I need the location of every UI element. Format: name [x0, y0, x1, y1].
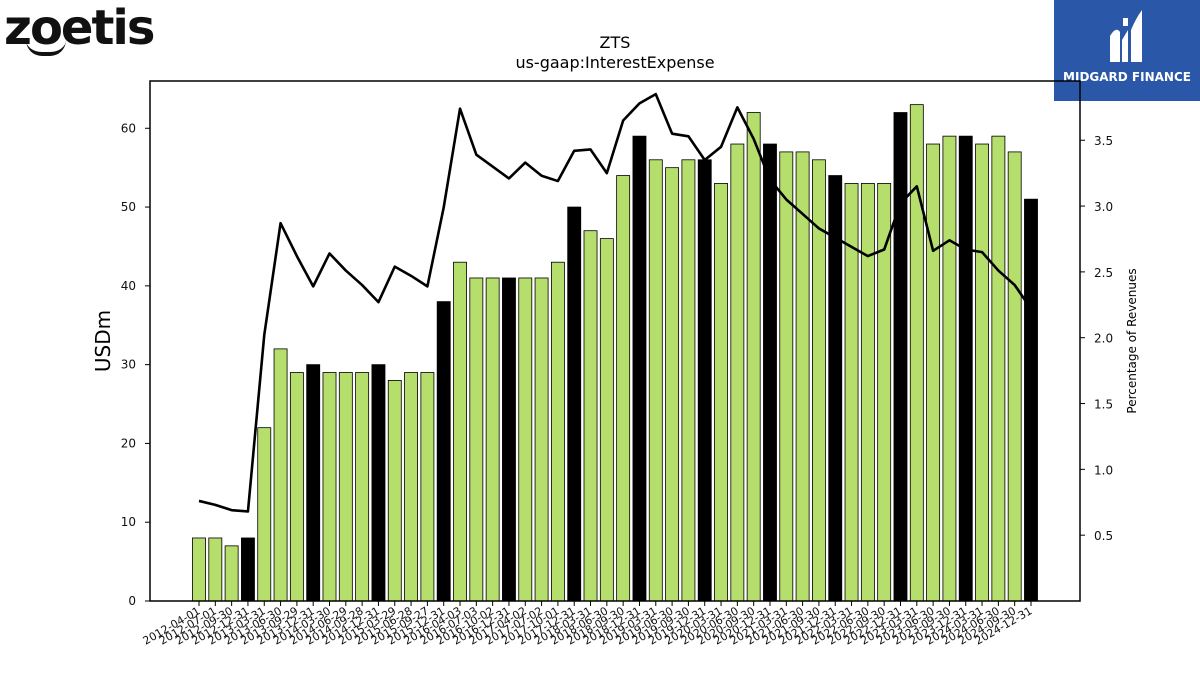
- y2-axis-label: Percentage of Revenues: [1125, 268, 1139, 413]
- y-tick-label: 40: [121, 279, 136, 293]
- bars-group: [192, 104, 1038, 602]
- bar-2024-06-30: [991, 135, 1006, 602]
- plot-frame: [149, 80, 1081, 602]
- bar-2013-06-30: [273, 348, 288, 602]
- bar-2016-10-02: [485, 277, 500, 602]
- bar-2024-12-31: [1024, 198, 1038, 602]
- bar-2012-04-01: [192, 537, 206, 602]
- bar-2017-04-02: [518, 277, 533, 602]
- x-axis-ticks: 2012-04-012012-07-012012-09-302012-12-31…: [141, 601, 1035, 648]
- bar-2020-06-30: [730, 143, 745, 602]
- y2-tick-label: 3.0: [1094, 200, 1113, 214]
- bar-2023-03-31: [909, 104, 924, 602]
- bar-2014-03-30: [322, 372, 337, 602]
- bar-2015-09-27: [420, 372, 435, 602]
- y2-tick-label: 2.5: [1094, 266, 1113, 280]
- y2-axis-ticks: 0.5 1.0 1.5 2.0 2.5 3.0 3.5: [1080, 134, 1113, 543]
- bar-2015-12-31: [436, 301, 451, 602]
- bar-2022-12-31: [893, 112, 908, 602]
- y-tick-label: 50: [121, 200, 136, 214]
- midgard-finance-emblem: [1110, 10, 1142, 62]
- bar-2015-03-29: [387, 379, 402, 602]
- bar-2017-10-01: [550, 261, 565, 602]
- y-tick-label: 0: [128, 594, 136, 608]
- bar-2016-12-31: [502, 277, 516, 602]
- y-tick-label: 20: [121, 436, 136, 450]
- bar-2014-06-29: [338, 372, 353, 602]
- bar-2020-03-31: [714, 183, 728, 602]
- bar-2014-12-31: [371, 364, 386, 602]
- bar-2015-06-28: [404, 372, 418, 602]
- bar-2019-09-30: [681, 159, 696, 602]
- bar-2012-09-30: [224, 545, 239, 602]
- zoetis-logo-swoosh: [26, 40, 66, 56]
- bar-2012-07-01: [208, 537, 223, 602]
- y2-tick-label: 3.5: [1094, 134, 1113, 148]
- bar-2023-06-30: [926, 143, 941, 602]
- y2-tick-label: 1.5: [1094, 398, 1113, 412]
- bar-2017-12-31: [567, 206, 582, 602]
- bar-2021-03-31: [779, 151, 794, 602]
- chart-subtitle: us-gaap:InterestExpense: [515, 53, 714, 72]
- bar-2018-03-31: [583, 230, 598, 602]
- bar-2017-07-02: [534, 277, 549, 602]
- chart-title: ZTS: [600, 33, 631, 52]
- bar-2024-03-31: [975, 143, 989, 602]
- bar-2023-09-30: [942, 135, 957, 602]
- zoetis-logo: zoetis: [4, 0, 155, 56]
- bar-2013-03-31: [257, 427, 272, 602]
- bar-2016-04-03: [453, 261, 467, 602]
- bar-2018-06-30: [599, 238, 614, 602]
- y-tick-label: 10: [121, 515, 136, 529]
- bar-2019-06-30: [665, 167, 680, 602]
- y-axis-ticks: 0 10 20 30 40 50 60: [121, 121, 150, 608]
- bar-2024-09-30: [1007, 151, 1022, 602]
- bar-2019-03-31: [648, 159, 663, 602]
- percentage-line: [198, 92, 1033, 513]
- bar-2013-09-29: [289, 372, 304, 602]
- bar-2018-12-31: [632, 135, 647, 602]
- y-axis-label: USDm: [91, 310, 115, 372]
- bar-2013-12-31: [306, 364, 321, 602]
- bar-2020-12-31: [763, 143, 777, 602]
- midgard-finance-logo: MIDGARD FINANCE: [1054, 0, 1200, 101]
- line-group: [198, 92, 1033, 513]
- bar-2019-12-31: [697, 159, 712, 602]
- bar-2022-06-30: [860, 183, 875, 602]
- bar-2023-12-31: [958, 135, 973, 602]
- bar-2012-12-31: [241, 537, 255, 602]
- bar-2014-09-28: [355, 372, 370, 602]
- midgard-finance-label: MIDGARD FINANCE: [1063, 70, 1191, 84]
- y2-tick-label: 1.0: [1094, 463, 1113, 477]
- bar-2018-09-30: [616, 175, 631, 602]
- y2-tick-label: 2.0: [1094, 332, 1113, 346]
- bar-2020-09-30: [746, 112, 761, 602]
- y-tick-label: 60: [121, 121, 136, 135]
- y-tick-label: 30: [121, 358, 136, 372]
- y2-tick-label: 0.5: [1094, 529, 1113, 543]
- bar-2016-07-03: [469, 277, 484, 602]
